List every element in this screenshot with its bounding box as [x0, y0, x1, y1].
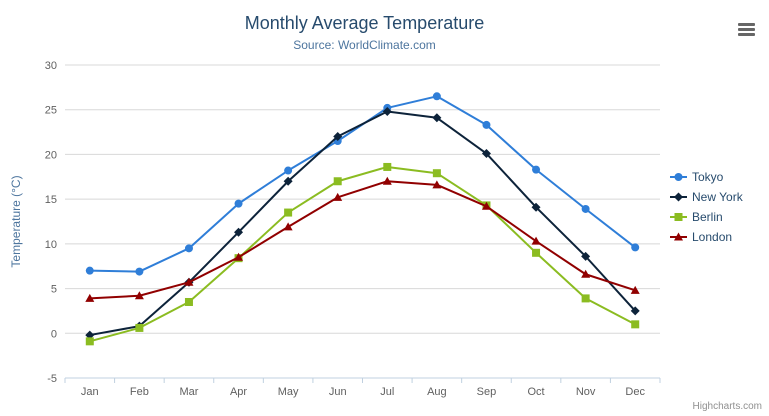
series-marker-london [333, 192, 343, 201]
series-line-tokyo [88, 95, 637, 273]
series-marker-berlin [432, 169, 441, 178]
series-marker-berlin [184, 297, 193, 306]
series-marker-berlin [85, 337, 94, 346]
x-axis-label: Mar [179, 386, 198, 398]
series-marker-new-york [432, 113, 442, 123]
hamburger-line [738, 28, 755, 31]
series-marker-tokyo [631, 243, 640, 252]
x-axis-label: Apr [230, 386, 247, 398]
series-marker-tokyo [432, 92, 441, 101]
series-line-berlin [88, 165, 637, 343]
legend-marker-tokyo [674, 173, 683, 181]
series-marker-tokyo [135, 267, 144, 276]
hamburger-menu-icon[interactable] [738, 21, 755, 38]
legend-marker-icon [670, 232, 687, 241]
legend-item-new-york[interactable]: New York [670, 187, 743, 207]
series-marker-london [283, 222, 293, 231]
series-marker-berlin [284, 208, 293, 217]
y-axis-label: 30 [45, 60, 57, 72]
legend-label: Berlin [692, 210, 723, 224]
series-marker-new-york [630, 306, 640, 316]
series-marker-london [85, 293, 95, 302]
legend-label: London [692, 230, 733, 244]
x-axis-label: Oct [527, 386, 544, 398]
series-marker-tokyo [85, 266, 94, 275]
series-marker-tokyo [532, 165, 541, 174]
legend-label: New York [692, 190, 743, 204]
series-line-london [88, 180, 637, 300]
legend-item-tokyo[interactable]: Tokyo [670, 167, 743, 187]
series-marker-london [481, 201, 491, 210]
chart-title: Monthly Average Temperature [244, 13, 485, 33]
legend-marker-icon [670, 213, 687, 221]
x-axis-label: Jul [380, 386, 394, 398]
y-axis-label: 20 [45, 149, 57, 161]
series-line-new-york [88, 110, 637, 337]
x-axis-label: Feb [130, 386, 149, 398]
y-axis-label: 10 [45, 239, 57, 251]
chart-subtitle: Source: WorldClimate.com [293, 38, 436, 52]
series-marker-tokyo [184, 244, 193, 253]
x-axis-label: Sep [477, 386, 497, 398]
y-axis-label: 0 [51, 328, 57, 340]
series-marker-new-york [531, 202, 541, 212]
series-marker-berlin [532, 248, 541, 257]
legend-marker-icon [670, 173, 687, 181]
credits-link[interactable]: Highcharts.com [692, 401, 762, 412]
series-marker-london [432, 180, 442, 189]
series-marker-berlin [135, 323, 144, 332]
series-marker-london [581, 269, 591, 278]
series-marker-new-york [234, 227, 244, 237]
y-axis-label: -5 [47, 373, 57, 385]
hamburger-line [738, 33, 755, 36]
series-marker-london [382, 176, 392, 185]
x-axis-label: Dec [625, 386, 645, 398]
y-axis-label: 5 [51, 284, 57, 296]
legend: Tokyo New York Berlin London [670, 167, 743, 247]
x-axis-label: Nov [576, 386, 596, 398]
series-marker-tokyo [482, 120, 491, 129]
legend-label: Tokyo [692, 170, 724, 184]
series-marker-new-york [333, 132, 343, 142]
x-axis-label: Jan [81, 386, 99, 398]
series-marker-tokyo [581, 204, 590, 213]
series-marker-london [531, 236, 541, 245]
series-marker-new-york [85, 330, 95, 340]
series-marker-tokyo [284, 166, 293, 175]
series-marker-new-york [283, 176, 293, 186]
y-axis-label: 25 [45, 105, 57, 117]
legend-marker-icon [670, 192, 687, 202]
legend-item-london[interactable]: London [670, 227, 743, 247]
series-marker-berlin [631, 320, 640, 329]
series-marker-berlin [333, 177, 342, 186]
legend-marker-london [674, 232, 683, 241]
y-axis-label: 15 [45, 194, 57, 206]
series-marker-new-york [481, 149, 491, 159]
series-marker-new-york [581, 251, 591, 261]
series-marker-london [184, 277, 194, 286]
legend-marker-new-york [674, 192, 683, 202]
series-marker-london [630, 285, 640, 294]
x-axis-label: Aug [427, 386, 447, 398]
series-marker-london [234, 252, 244, 261]
y-axis-title: Temperature (°C) [9, 175, 23, 267]
hamburger-line [738, 23, 755, 26]
series-marker-tokyo [234, 199, 243, 208]
series-marker-new-york [382, 107, 392, 117]
series-marker-berlin [383, 162, 392, 171]
legend-marker-berlin [674, 213, 683, 221]
series-marker-london [134, 291, 144, 300]
x-axis-label: Jun [329, 386, 347, 398]
x-axis-label: May [278, 386, 299, 398]
legend-item-berlin[interactable]: Berlin [670, 207, 743, 227]
series-marker-berlin [581, 294, 590, 303]
